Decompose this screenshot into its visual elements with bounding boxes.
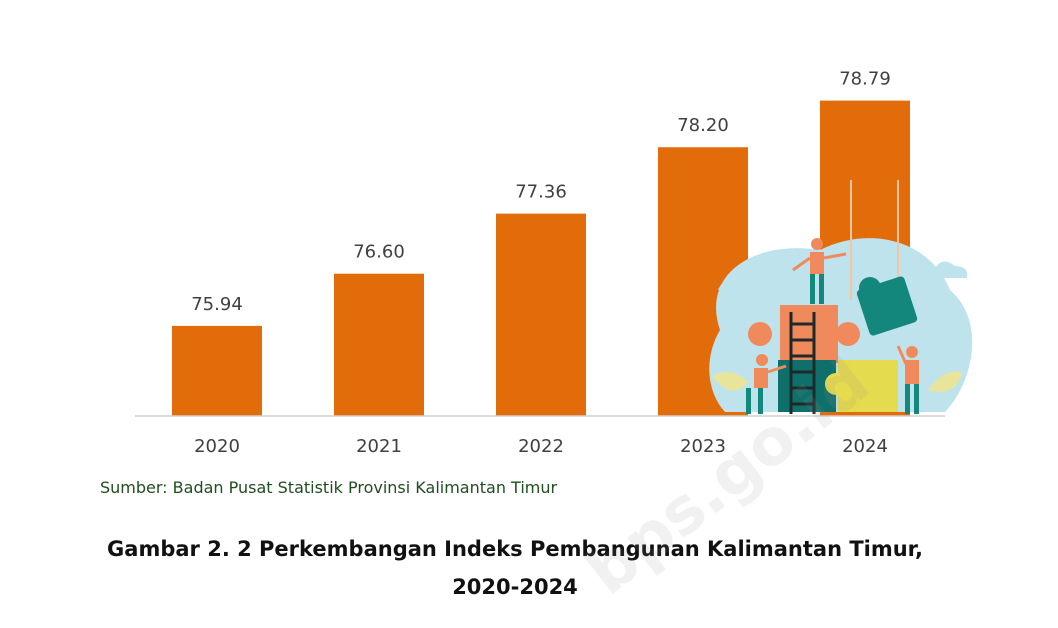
- bar-chart: 75.94 2020 76.60 2021 77.36 2022 78.20 2023 78.7…: [135, 69, 973, 457]
- puzzle-orange: [780, 305, 838, 363]
- value-label-2022: 77.36: [515, 182, 567, 203]
- figure-caption: Gambar 2. 2 Perkembangan Indeks Pembangu…: [0, 530, 1030, 606]
- cloud-left: [718, 275, 766, 290]
- person-top: [792, 238, 847, 304]
- value-label-2021: 76.60: [353, 242, 405, 263]
- source-note: Sumber: Badan Pusat Statistik Provinsi K…: [100, 478, 558, 497]
- value-label-2023: 78.20: [677, 115, 729, 136]
- value-label-2024: 78.79: [839, 69, 891, 90]
- bar-2021: [334, 273, 424, 416]
- x-tick-2022: 2022: [518, 436, 564, 457]
- bar-2022: [496, 213, 586, 416]
- caption-line-2: 2020-2024: [452, 575, 578, 599]
- person-left: [746, 354, 787, 414]
- bar-2020: [172, 325, 262, 416]
- x-tick-2020: 2020: [194, 436, 240, 457]
- caption-line-1: Gambar 2. 2 Perkembangan Indeks Pembangu…: [107, 537, 923, 561]
- person-right: [896, 345, 919, 414]
- puzzle-yellow: [838, 360, 898, 412]
- puzzle-illustration: [709, 180, 973, 414]
- leaf-left: [712, 372, 748, 391]
- ladder: [789, 312, 816, 414]
- leaf-right: [928, 371, 962, 392]
- value-label-2020: 75.94: [191, 294, 243, 315]
- cloud-right: [915, 261, 968, 278]
- x-tick-2024: 2024: [842, 436, 888, 457]
- x-tick-2021: 2021: [356, 436, 402, 457]
- x-tick-2023: 2023: [680, 436, 726, 457]
